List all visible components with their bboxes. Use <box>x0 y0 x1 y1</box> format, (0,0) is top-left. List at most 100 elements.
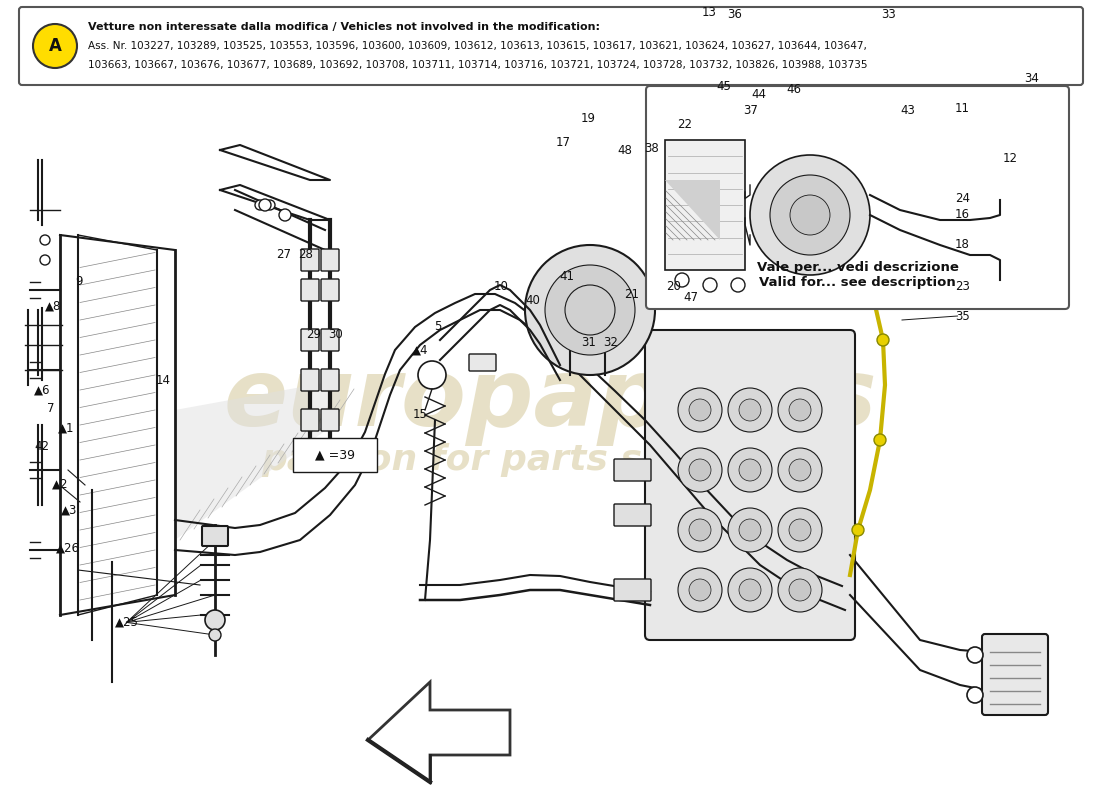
Circle shape <box>678 448 722 492</box>
Text: europaparts: europaparts <box>223 354 877 446</box>
FancyBboxPatch shape <box>293 438 377 472</box>
Text: 24: 24 <box>955 192 970 205</box>
Text: Vetture non interessate dalla modifica / Vehicles not involved in the modificati: Vetture non interessate dalla modifica /… <box>88 22 600 32</box>
Text: 35: 35 <box>955 310 970 322</box>
Circle shape <box>418 361 446 389</box>
Text: 17: 17 <box>556 136 571 149</box>
Text: 23: 23 <box>955 280 970 293</box>
Circle shape <box>40 235 49 245</box>
Text: 103663, 103667, 103676, 103677, 103689, 103692, 103708, 103711, 103714, 103716, : 103663, 103667, 103676, 103677, 103689, … <box>88 60 868 70</box>
Polygon shape <box>368 682 510 782</box>
Text: ▲ =39: ▲ =39 <box>315 449 355 462</box>
Text: 40: 40 <box>525 294 540 306</box>
Circle shape <box>739 459 761 481</box>
Text: ▲2: ▲2 <box>53 478 68 490</box>
Text: passion for parts since 1983: passion for parts since 1983 <box>261 443 839 477</box>
Text: Ass. Nr. 103227, 103289, 103525, 103553, 103596, 103600, 103609, 103612, 103613,: Ass. Nr. 103227, 103289, 103525, 103553,… <box>88 41 867 51</box>
Circle shape <box>789 399 811 421</box>
Circle shape <box>678 568 722 612</box>
Circle shape <box>874 434 886 446</box>
Text: ▲26: ▲26 <box>56 542 80 554</box>
Text: ▲8: ▲8 <box>45 299 60 312</box>
Circle shape <box>739 579 761 601</box>
Text: 47: 47 <box>683 291 698 304</box>
Text: 29: 29 <box>306 328 321 341</box>
Circle shape <box>778 508 822 552</box>
Text: 30: 30 <box>328 328 343 341</box>
Circle shape <box>33 24 77 68</box>
Text: 37: 37 <box>742 104 758 117</box>
Text: 16: 16 <box>955 208 970 221</box>
FancyBboxPatch shape <box>469 354 496 371</box>
Text: 10: 10 <box>494 280 509 293</box>
Circle shape <box>689 579 711 601</box>
Circle shape <box>265 200 275 210</box>
Text: 19: 19 <box>581 112 596 125</box>
FancyBboxPatch shape <box>645 330 855 640</box>
Circle shape <box>877 334 889 346</box>
Text: 42: 42 <box>34 440 50 453</box>
Circle shape <box>675 273 689 287</box>
Text: 33: 33 <box>881 8 896 21</box>
Circle shape <box>565 285 615 335</box>
FancyBboxPatch shape <box>321 369 339 391</box>
Circle shape <box>40 255 49 265</box>
Circle shape <box>703 278 717 292</box>
Text: 12: 12 <box>1002 152 1018 165</box>
Circle shape <box>255 200 265 210</box>
Text: ▲4: ▲4 <box>411 344 429 357</box>
Text: 41: 41 <box>559 270 574 282</box>
Text: 7: 7 <box>47 402 54 414</box>
Text: ▲1: ▲1 <box>57 422 75 434</box>
Circle shape <box>689 399 711 421</box>
Text: 44: 44 <box>751 88 767 101</box>
Text: 18: 18 <box>955 238 970 250</box>
Text: 21: 21 <box>624 288 639 301</box>
Text: 32: 32 <box>603 336 618 349</box>
Circle shape <box>279 209 292 221</box>
Circle shape <box>728 448 772 492</box>
Text: 34: 34 <box>1024 72 1040 85</box>
Circle shape <box>790 195 830 235</box>
Text: 9: 9 <box>76 275 82 288</box>
Circle shape <box>778 448 822 492</box>
Text: ▲25: ▲25 <box>114 616 139 629</box>
Text: ▲6: ▲6 <box>33 384 51 397</box>
FancyBboxPatch shape <box>321 249 339 271</box>
FancyBboxPatch shape <box>646 86 1069 309</box>
FancyBboxPatch shape <box>982 634 1048 715</box>
FancyBboxPatch shape <box>321 329 339 351</box>
Circle shape <box>728 388 772 432</box>
FancyBboxPatch shape <box>202 526 228 546</box>
Text: 48: 48 <box>617 144 632 157</box>
Text: A: A <box>48 37 62 55</box>
Circle shape <box>544 265 635 355</box>
Circle shape <box>750 155 870 275</box>
Circle shape <box>789 519 811 541</box>
Text: 28: 28 <box>298 248 314 261</box>
FancyBboxPatch shape <box>614 459 651 481</box>
Circle shape <box>789 459 811 481</box>
Text: 46: 46 <box>786 83 802 96</box>
Text: 27: 27 <box>276 248 292 261</box>
Circle shape <box>852 524 864 536</box>
Circle shape <box>739 519 761 541</box>
Text: Vale per... vedi descrizione
Valid for... see description: Vale per... vedi descrizione Valid for..… <box>757 261 958 289</box>
Text: 20: 20 <box>666 280 681 293</box>
Circle shape <box>967 687 983 703</box>
Circle shape <box>739 399 761 421</box>
Text: 5: 5 <box>434 320 441 333</box>
FancyBboxPatch shape <box>301 279 319 301</box>
Polygon shape <box>175 380 340 540</box>
Circle shape <box>205 610 225 630</box>
Text: 15: 15 <box>412 408 428 421</box>
FancyBboxPatch shape <box>666 140 745 270</box>
Circle shape <box>778 388 822 432</box>
FancyBboxPatch shape <box>614 504 651 526</box>
Circle shape <box>689 519 711 541</box>
Text: 14: 14 <box>155 374 170 386</box>
Text: 11: 11 <box>955 102 970 114</box>
Text: 45: 45 <box>716 80 732 93</box>
FancyBboxPatch shape <box>301 329 319 351</box>
Circle shape <box>967 647 983 663</box>
